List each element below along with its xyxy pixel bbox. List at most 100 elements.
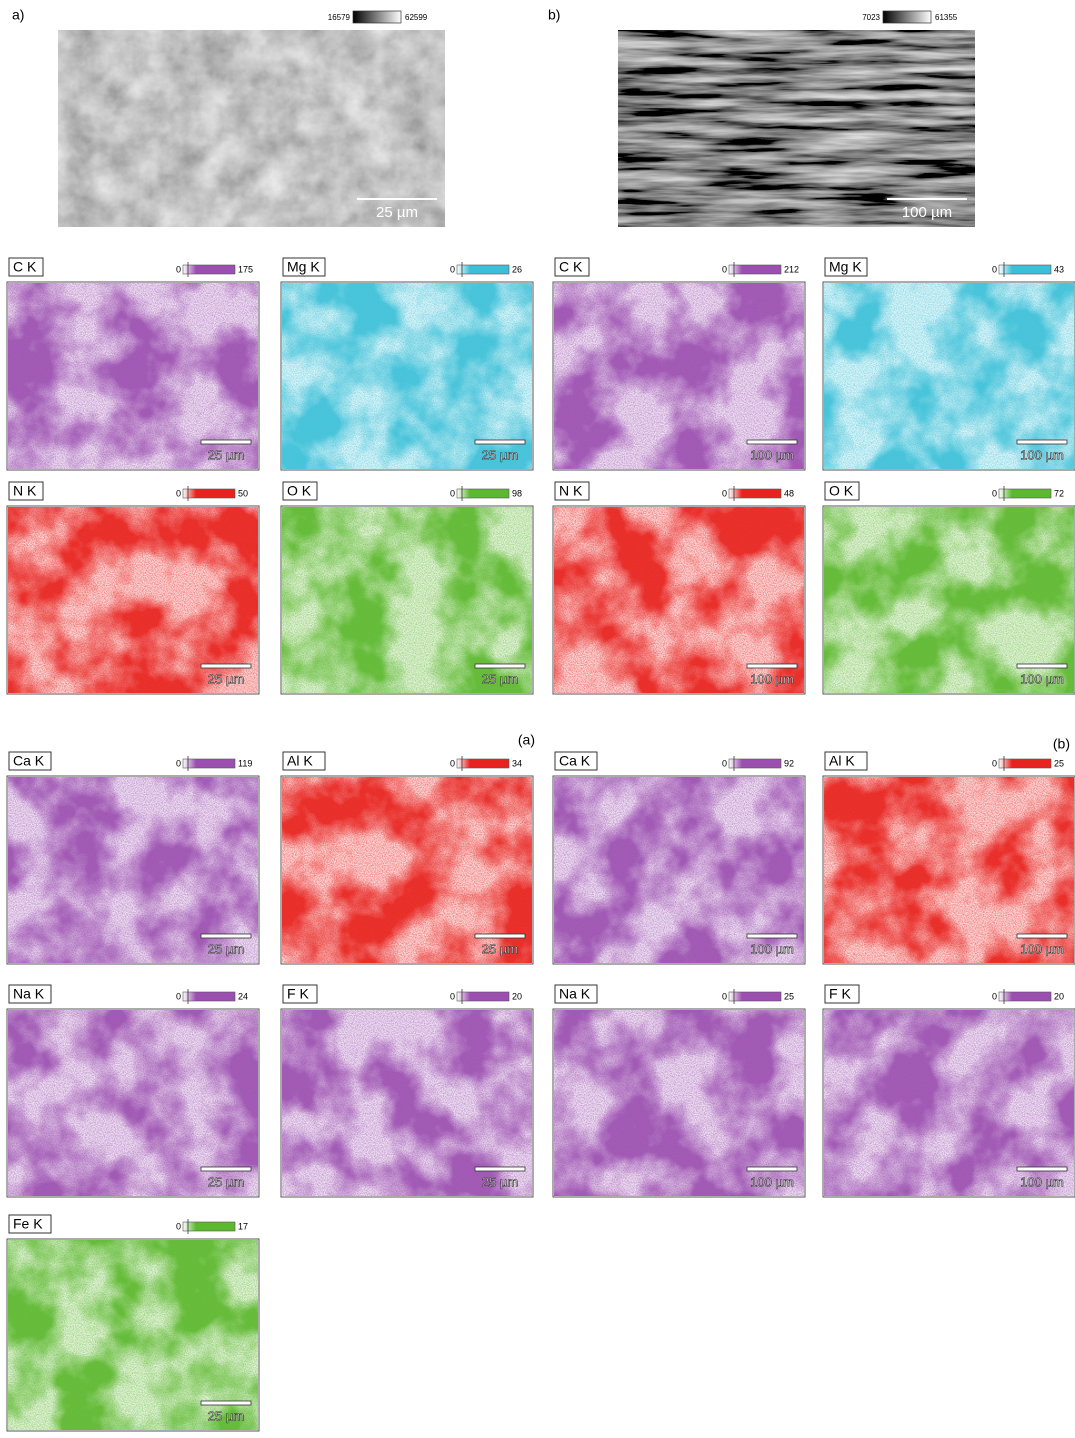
colorbar-max: 62599 [405,13,428,22]
element-label: Na K [559,986,591,1002]
scale-bar [201,934,251,938]
scale-bar [747,664,797,668]
colorbar-min: 0 [450,488,455,498]
element-label: Mg K [829,259,862,275]
element-label: Ca K [13,753,45,769]
element-label: Fe K [13,1216,43,1232]
scale-bar [201,1167,251,1171]
colorbar [457,489,509,498]
element-label: F K [287,986,309,1002]
colorbar-max: 119 [238,758,252,768]
colorbar-min: 0 [450,758,455,768]
colorbar-min: 16579 [328,13,351,22]
colorbar-max: 92 [784,758,794,768]
element-label: N K [13,483,37,499]
element-label: Al K [287,753,313,769]
colorbar-max: 34 [512,758,522,768]
colorbar-max: 212 [784,264,799,274]
colorbar [353,11,401,23]
scale-label: 25 µm [482,671,518,686]
scale-label: 25 µm [208,671,244,686]
scale-label: 25 µm [482,1174,518,1189]
colorbar-min: 7023 [862,13,880,22]
colorbar-max: 48 [784,488,794,498]
colorbar-max: 72 [1054,488,1064,498]
colorbar-max: 26 [512,264,522,274]
element-label: C K [559,259,583,275]
colorbar-max: 24 [238,991,248,1001]
element-label: O K [829,483,854,499]
colorbar-min: 0 [176,1221,181,1231]
colorbar-max: 98 [512,488,522,498]
colorbar-min: 0 [722,991,727,1001]
colorbar [999,265,1051,274]
colorbar-max: 50 [238,488,248,498]
scale-label: 100 µm [1020,1174,1064,1189]
scale-bar [201,1401,251,1405]
colorbar [183,759,235,768]
scale-bar [475,440,525,444]
colorbar [999,489,1051,498]
colorbar-min: 0 [722,758,727,768]
colorbar-min: 0 [450,264,455,274]
panel-label: b) [548,7,560,23]
scale-label: 25 µm [482,941,518,956]
element-label: Mg K [287,259,320,275]
group-label: (a) [518,732,535,748]
scale-bar [1017,934,1067,938]
element-label: Na K [13,986,45,1002]
colorbar-min: 0 [450,991,455,1001]
scale-label: 100 µm [750,1174,794,1189]
colorbar [183,265,235,274]
scale-bar [1017,1167,1067,1171]
scale-label: 25 µm [208,941,244,956]
scale-bar [475,1167,525,1171]
colorbar-min: 0 [992,488,997,498]
scale-label: 25 µm [376,204,418,221]
colorbar [883,11,931,23]
scale-label: 100 µm [750,671,794,686]
colorbar-max: 175 [238,264,253,274]
scale-label: 100 µm [750,447,794,462]
colorbar-min: 0 [722,488,727,498]
scale-label: 100 µm [1020,941,1064,956]
colorbar-max: 43 [1054,264,1064,274]
colorbar [183,489,235,498]
scale-label: 100 µm [902,204,952,221]
element-label: C K [13,259,37,275]
colorbar [183,1222,235,1231]
scale-bar [475,934,525,938]
element-label: F K [829,986,851,1002]
scale-label: 25 µm [482,447,518,462]
colorbar-min: 0 [176,991,181,1001]
colorbar-max: 25 [1054,758,1064,768]
scale-label: 25 µm [208,1174,244,1189]
sem-image [618,30,975,227]
colorbar-max: 61355 [935,13,958,22]
panel-label: a) [12,7,24,23]
scale-bar [475,664,525,668]
element-label: Ca K [559,753,591,769]
colorbar-min: 0 [176,488,181,498]
colorbar [729,265,781,274]
colorbar-min: 0 [176,264,181,274]
colorbar-max: 17 [238,1221,248,1231]
colorbar [457,759,509,768]
colorbar [729,489,781,498]
scale-label: 25 µm [208,447,244,462]
scale-bar [747,1167,797,1171]
scale-bar [1017,440,1067,444]
colorbar [999,759,1051,768]
scale-bar [1017,664,1067,668]
sem-image [58,30,445,227]
figure: a)165796259925 µmb)702361355100 µm(a)(b)… [0,0,1075,1433]
scale-label: 25 µm [208,1408,244,1423]
colorbar-min: 0 [992,264,997,274]
colorbar-max: 20 [512,991,522,1001]
colorbar [999,992,1051,1001]
scale-label: 100 µm [1020,447,1064,462]
colorbar [729,992,781,1001]
scale-label: 100 µm [1020,671,1064,686]
scale-bar [201,664,251,668]
scale-label: 100 µm [750,941,794,956]
